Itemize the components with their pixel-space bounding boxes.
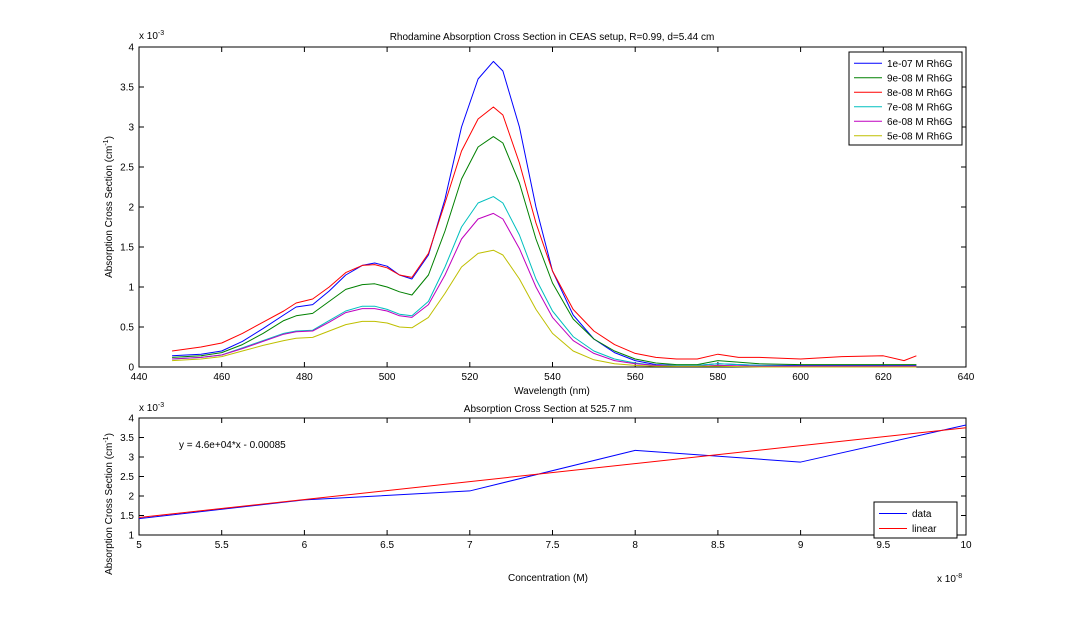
x-tick-label: 560 [627,372,644,383]
x-tick-label: 6 [302,540,308,551]
x-tick-label: 7 [467,540,473,551]
y-tick-label: 2.5 [120,472,134,483]
legend-entry-label: linear [912,524,937,535]
x-tick-label: 5.5 [215,540,229,551]
concentration-series-group [138,424,967,520]
x-tick-label: 440 [131,372,148,383]
y-tick-label: 3.5 [120,433,134,444]
y-tick-label: 1 [128,531,134,542]
fit-equation-annotation: y = 4.6e+04*x - 0.00085 [179,440,286,451]
series-line-4 [172,196,917,367]
series-line-1 [138,424,967,520]
concentration-x-exponent: x 10-8 [937,573,962,585]
series-line-2 [172,136,917,366]
y-tick-label: 3 [128,453,134,464]
concentration-y-axis-label-sup: -1 [103,436,110,442]
spectrum-y-axis-label-sup: -1 [103,139,110,145]
series-line-2 [138,427,967,518]
x-tick-label: 620 [875,372,892,383]
concentration-plot-title: Absorption Cross Section at 525.7 nm [464,404,632,415]
concentration-plot: Absorption Cross Section at 525.7 nm Con… [103,402,972,585]
x-tick-label: 600 [792,372,809,383]
x-tick-label: 10 [960,540,972,551]
spectrum-y-exponent-power: -3 [158,30,164,37]
y-tick-label: 3.5 [120,83,134,94]
y-tick-label: 2 [128,492,134,503]
concentration-x-exponent-base: x 10 [937,574,956,585]
y-tick-label: 0 [128,363,134,374]
x-tick-label: 480 [296,372,313,383]
y-tick-label: 1.5 [120,511,134,522]
concentration-x-axis-label: Concentration (M) [508,573,588,584]
spectrum-y-axis-label: Absorption Cross Section (cm-1) [103,136,115,278]
y-tick-label: 3 [128,123,134,134]
x-tick-label: 7.5 [546,540,560,551]
legend-entry-label: 7e-08 M Rh6G [887,102,953,113]
x-tick-label: 8 [632,540,638,551]
legend-entry-label: 5e-08 M Rh6G [887,131,953,142]
y-tick-label: 4 [128,414,134,425]
y-tick-label: 0.5 [120,323,134,334]
x-tick-label: 540 [544,372,561,383]
concentration-y-exponent-base: x 10 [139,403,158,414]
x-tick-label: 6.5 [380,540,394,551]
y-tick-label: 1.5 [120,243,134,254]
x-tick-label: 520 [461,372,478,383]
legend-entry-label: 6e-08 M Rh6G [887,117,953,128]
spectrum-y-axis-label-text: Absorption Cross Section (cm [104,146,115,278]
y-tick-label: 2 [128,203,134,214]
spectrum-series-group [172,60,917,368]
x-tick-label: 5 [136,540,142,551]
concentration-y-exponent: x 10-3 [139,402,164,414]
legend-entry-label: 1e-07 M Rh6G [887,59,953,70]
spectrum-legend: 1e-07 M Rh6G 9e-08 M Rh6G 8e-08 M Rh6G 7e-0… [848,51,963,146]
spectrum-x-axis-label: Wavelength (nm) [514,386,590,397]
spectrum-axis-ticks: 440 460 480 500 520 540 560 580 600 620 640 0 0.5 1 1.… [120,43,975,384]
series-line-6 [172,249,917,368]
concentration-y-exponent-power: -3 [158,402,164,409]
legend-entry-label: 8e-08 M Rh6G [887,88,953,99]
x-tick-label: 9 [798,540,804,551]
x-tick-label: 580 [710,372,727,383]
concentration-y-axis-label: Absorption Cross Section (cm-1) [103,433,115,575]
spectrum-plot-title: Rhodamine Absorption Cross Section in CE… [390,32,715,43]
x-tick-label: 640 [958,372,975,383]
spectrum-plot: Rhodamine Absorption Cross Section in CE… [103,30,975,397]
x-tick-label: 460 [213,372,230,383]
concentration-y-axis-label-text: Absorption Cross Section (cm [104,443,115,575]
spectrum-y-axis-label-close: ) [104,136,115,139]
series-line-3 [172,106,917,362]
spectrum-y-exponent-base: x 10 [139,31,158,42]
legend-entry-label: data [912,509,932,520]
x-tick-label: 8.5 [711,540,725,551]
concentration-legend: data linear [873,501,958,539]
legend-box [873,501,958,539]
x-tick-label: 9.5 [876,540,890,551]
legend-entry-label: 9e-08 M Rh6G [887,73,953,84]
x-tick-label: 500 [379,372,396,383]
concentration-axis-ticks: 5 5.5 6 6.5 7 7.5 8 8.5 9 9.5 10 1 1.5 2 2.5 3 3.5 4 [120,414,972,552]
spectrum-y-exponent: x 10-3 [139,30,164,42]
y-tick-label: 4 [128,43,134,54]
spectrum-plot-area [138,46,967,368]
y-tick-label: 2.5 [120,163,134,174]
legend-box [848,51,963,146]
concentration-x-exponent-power: -8 [956,573,962,580]
concentration-y-axis-label-close: ) [104,433,115,436]
y-tick-label: 1 [128,283,134,294]
concentration-plot-area [138,417,967,536]
